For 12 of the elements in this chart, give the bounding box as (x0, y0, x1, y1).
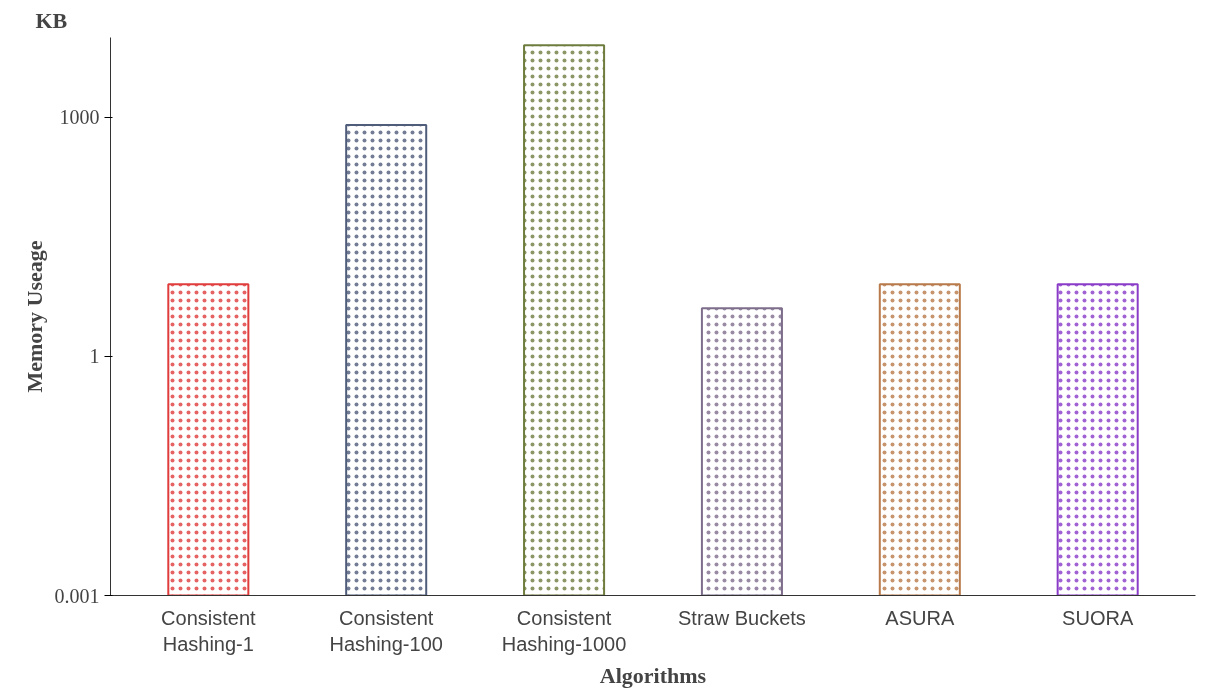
x-tick-label: Consistent Hashing-1 (161, 606, 257, 655)
text: KB (35, 7, 68, 33)
x-axis-title: Algorithms (599, 662, 707, 688)
x-tick-label: Straw Buckets (678, 606, 806, 629)
x-tick-label: ASURA (885, 606, 955, 629)
x-tick-label: Consistent Hashing-1000 (501, 606, 627, 655)
y-tick-label: 1 (89, 345, 100, 368)
x-tick-label: SUORA (1062, 606, 1134, 629)
x-tick-label: Consistent Hashing-100 (329, 606, 443, 655)
y-axis-title: Memory Useage (21, 240, 47, 393)
y-tick-label: 0.001 (54, 584, 100, 607)
y-tick-label: 1000 (59, 106, 100, 129)
